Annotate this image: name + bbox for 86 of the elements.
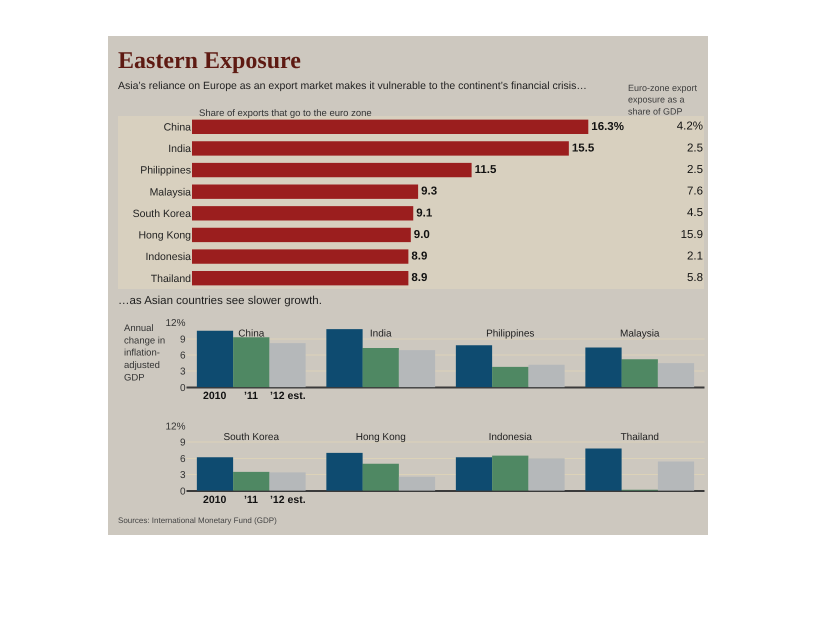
data-label: 9.3	[421, 186, 438, 198]
y-tick-label: 12%	[165, 318, 186, 330]
bar	[528, 458, 565, 491]
series-label: ’11	[244, 494, 258, 506]
bar	[528, 364, 565, 388]
bar	[192, 228, 411, 242]
x-axis-title: Share of exports that go to the euro zone	[199, 108, 372, 119]
y-tick-label: Philippines	[140, 164, 191, 177]
bar	[192, 271, 408, 286]
data-label: 8.9	[411, 272, 428, 284]
x-tick-label: Philippines	[486, 328, 534, 340]
bar	[585, 448, 622, 491]
source-note: Sources: International Monetary Fund (GDP)	[118, 516, 278, 525]
bar	[456, 457, 492, 491]
bar	[492, 366, 528, 388]
data-label: 4.2%	[676, 120, 703, 133]
x-tick-label: Malaysia	[620, 328, 660, 340]
data-label: 2.1	[687, 250, 703, 262]
bar	[362, 348, 399, 388]
data-label: 9.1	[416, 207, 433, 220]
series-label: ’12 est.	[270, 494, 306, 506]
bar	[362, 464, 399, 491]
bar	[233, 337, 270, 388]
y-tick-label: India	[168, 143, 192, 156]
y-tick-label: 3	[180, 470, 186, 482]
bar	[192, 141, 569, 156]
bar	[622, 359, 658, 388]
y-tick-label: 12%	[165, 421, 186, 432]
y-tick-label: 0	[180, 382, 186, 394]
y-axis-title: Annual change in inflation-adjusted GDP	[124, 323, 166, 384]
data-label: 8.9	[411, 250, 428, 263]
data-label: 9.0	[414, 228, 430, 241]
y-tick-label: 6	[180, 454, 186, 465]
bar	[456, 345, 492, 388]
series-label: 2010	[203, 390, 227, 402]
y-tick-label: Thailand	[150, 272, 192, 285]
bar	[326, 329, 363, 388]
bar	[192, 120, 588, 134]
bar	[492, 456, 528, 491]
chart-title: Eastern Exposure	[118, 48, 302, 74]
bar	[398, 476, 436, 491]
bar	[233, 472, 270, 491]
series-label: ’12 est.	[270, 390, 306, 402]
data-label: 2.5	[687, 142, 703, 154]
bar	[192, 249, 408, 264]
data-label: 2.5	[687, 164, 703, 176]
y-tick-label: Hong Kong	[138, 230, 192, 242]
y-tick-label: Indonesia	[145, 251, 192, 264]
text: Euro-zone export exposure as a share of GDP	[628, 83, 698, 116]
y-tick-label: 9	[180, 334, 186, 346]
data-label: 11.5	[474, 164, 497, 176]
x-tick-label: Thailand	[620, 432, 659, 443]
bar	[192, 162, 472, 178]
data-label: 5.8	[687, 272, 703, 284]
data-label: 16.3%	[591, 120, 624, 133]
x-tick-label: Hong Kong	[356, 432, 406, 443]
y-tick-label: Malaysia	[150, 186, 192, 198]
bar	[192, 184, 418, 199]
data-label: 7.6	[687, 186, 703, 198]
chart-title: …as Asian countries see slower growth.	[118, 295, 322, 307]
y-tick-label: 0	[180, 486, 186, 498]
data-label: 15.9	[680, 228, 703, 241]
chart-subtitle: Asia’s reliance on Europe as an export market makes it vulnerable to the continent’s financial crisis…	[118, 80, 587, 92]
x-tick-label: China	[238, 328, 265, 340]
bar	[658, 363, 694, 388]
data-label: 4.5	[687, 207, 703, 220]
y-tick-label: 6	[180, 350, 186, 362]
bar	[398, 350, 436, 388]
y-tick-label: China	[164, 121, 192, 134]
x-tick-label: Indonesia	[488, 432, 532, 443]
bar	[269, 343, 306, 388]
bar	[326, 452, 363, 491]
bar	[196, 330, 234, 388]
y-tick-label: 3	[180, 366, 186, 378]
bar	[658, 462, 694, 491]
data-label: 15.5	[572, 142, 595, 154]
bar	[269, 472, 306, 491]
bar	[196, 457, 234, 491]
x-tick-label: South Korea	[223, 432, 280, 443]
bar	[192, 206, 414, 220]
series-label: 2010	[203, 494, 227, 506]
bar	[585, 347, 622, 388]
series-label: ’11	[244, 390, 258, 402]
y-tick-label: 9	[180, 438, 186, 449]
y-tick-label: South Korea	[132, 208, 192, 220]
x-tick-label: India	[370, 328, 392, 340]
